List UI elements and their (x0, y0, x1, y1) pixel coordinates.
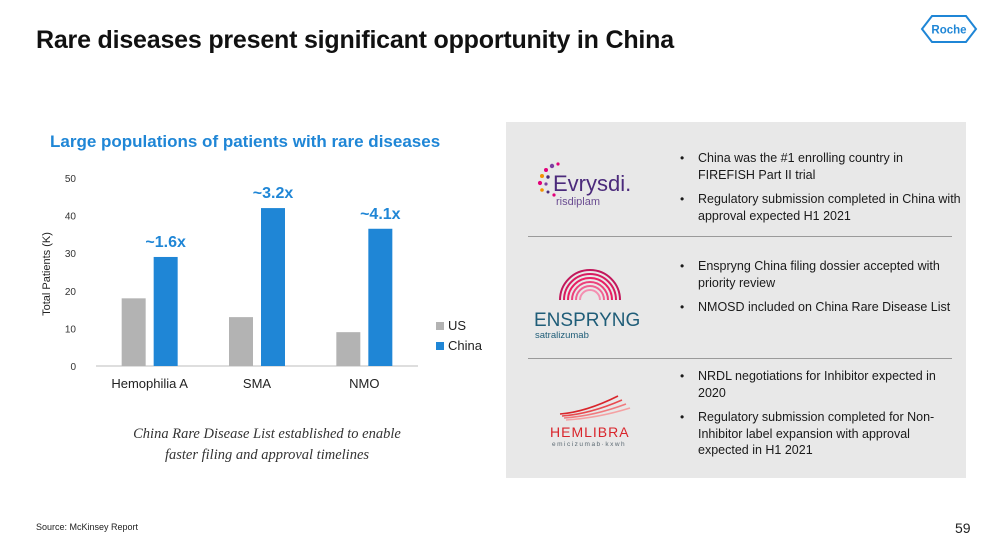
legend-swatch-us (436, 322, 444, 330)
y-tick-label: 10 (65, 324, 77, 335)
product-row-enspryng: ENSPRYNG satralizumab Enspryng China fil… (506, 238, 966, 356)
legend-label-china: China (448, 338, 483, 353)
chart-caption: China Rare Disease List established to e… (92, 424, 442, 466)
y-tick-label: 20 (65, 287, 77, 298)
bar-us-nmo (336, 332, 361, 366)
ratio-annotation: ~4.1x (360, 206, 401, 223)
bar-chart: Total Patients (K) 0 10 20 30 40 50 Hemophilia … (38, 160, 498, 400)
y-tick-label: 50 (65, 174, 77, 185)
evrysdi-logo: Evrysdi. risdiplam (536, 158, 656, 217)
bullet-item: NRDL negotiations for Inhibitor expected… (676, 368, 961, 401)
bullet-item: Regulatory submission completed for Non-… (676, 409, 961, 459)
evrysdi-dots-icon (537, 162, 560, 197)
hemlibra-wave-icon (559, 395, 631, 421)
bullet-item: Regulatory submission completed in China… (676, 191, 961, 224)
bullet-item: China was the #1 enrolling country in FI… (676, 150, 961, 183)
evrysdi-brand: Evrysdi. (553, 171, 631, 196)
enspryng-arc-icon (559, 269, 621, 301)
enspryng-generic: satralizumab (535, 330, 589, 340)
roche-logo: Roche (920, 14, 978, 44)
product-row-hemlibra: HEMLIBRA emicizumab·kxwh NRDL negotiatio… (506, 360, 966, 478)
evrysdi-generic: risdiplam (556, 196, 600, 208)
panel-divider (528, 358, 952, 359)
x-tick-label: NMO (349, 376, 379, 391)
ratio-annotation: ~1.6x (145, 234, 186, 251)
bar-china-sma (261, 208, 285, 366)
bar-us-hemophilia-a (121, 298, 146, 366)
legend-label-us: US (448, 318, 466, 333)
bar-china-hemophilia-a (153, 256, 178, 366)
y-tick-label: 30 (65, 249, 77, 260)
bullet-item: Enspryng China filing dossier accepted w… (676, 258, 961, 291)
chart-title: Large populations of patients with rare … (50, 132, 441, 151)
logo-text: Roche (931, 25, 966, 37)
hemlibra-bullets: NRDL negotiations for Inhibitor expected… (676, 368, 961, 467)
y-tick-label: 40 (65, 212, 77, 223)
hemlibra-generic: emicizumab·kxwh (552, 441, 626, 448)
y-axis-label: Total Patients (K) (41, 232, 53, 316)
bullet-item: NMOSD included on China Rare Disease Lis… (676, 299, 961, 316)
y-tick-label: 0 (70, 362, 76, 373)
hemlibra-brand: HEMLIBRA (550, 424, 630, 440)
enspryng-bullets: Enspryng China filing dossier accepted w… (676, 258, 961, 324)
x-tick-label: SMA (243, 376, 272, 391)
slide-title: Rare diseases present significant opport… (36, 26, 674, 54)
legend-swatch-china (436, 342, 444, 350)
source-note: Source: McKinsey Report (36, 522, 139, 532)
ratio-annotation: ~3.2x (253, 185, 294, 202)
enspryng-brand: ENSPRYNG (534, 310, 640, 331)
panel-divider (528, 236, 952, 237)
caption-line: China Rare Disease List established to e… (133, 426, 401, 442)
x-tick-label: Hemophilia A (111, 376, 188, 391)
hemlibra-logo: HEMLIBRA emicizumab·kxwh (546, 388, 656, 453)
product-panel: Evrysdi. risdiplam China was the #1 enro… (506, 122, 966, 478)
bar-china-nmo (368, 228, 393, 366)
enspryng-logo: ENSPRYNG satralizumab (530, 254, 650, 345)
evrysdi-bullets: China was the #1 enrolling country in FI… (676, 150, 961, 232)
product-row-evrysdi: Evrysdi. risdiplam China was the #1 enro… (506, 122, 966, 234)
bar-us-sma (229, 317, 253, 366)
caption-line: faster filing and approval timelines (164, 447, 370, 463)
page-number: 59 (955, 520, 971, 536)
